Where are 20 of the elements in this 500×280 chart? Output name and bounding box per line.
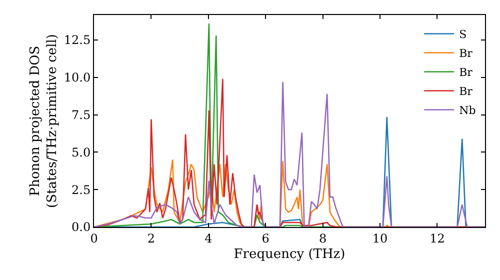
- legend-label: Nb: [459, 104, 476, 118]
- x-tick-label: 4: [204, 231, 213, 246]
- x-axis-title: Frequency (THz): [234, 247, 346, 262]
- x-tick-label: 10: [372, 231, 388, 246]
- x-tick-label: 0: [90, 231, 98, 246]
- legend-label: Br: [459, 85, 474, 98]
- y-tick-label: 12.5: [64, 33, 91, 48]
- legend-label: Br: [459, 47, 474, 60]
- y-tick-label: 5.0: [72, 145, 91, 160]
- y-tick-label: 2.5: [72, 182, 91, 197]
- legend-label: S: [459, 28, 467, 42]
- x-tick-label: 12: [430, 231, 445, 246]
- x-tick-label: 2: [147, 231, 156, 246]
- y-axis-title: Phonon projected DOS (States/THz·primitive cell): [28, 34, 60, 208]
- y-tick-label: 7.5: [72, 108, 91, 122]
- legend-label: Br: [459, 66, 474, 80]
- y-tick-label: 0.0: [72, 220, 91, 234]
- x-tick-label: 6: [262, 231, 270, 246]
- x-tick-label: 8: [319, 231, 327, 246]
- y-tick-label: 10.0: [64, 70, 91, 85]
